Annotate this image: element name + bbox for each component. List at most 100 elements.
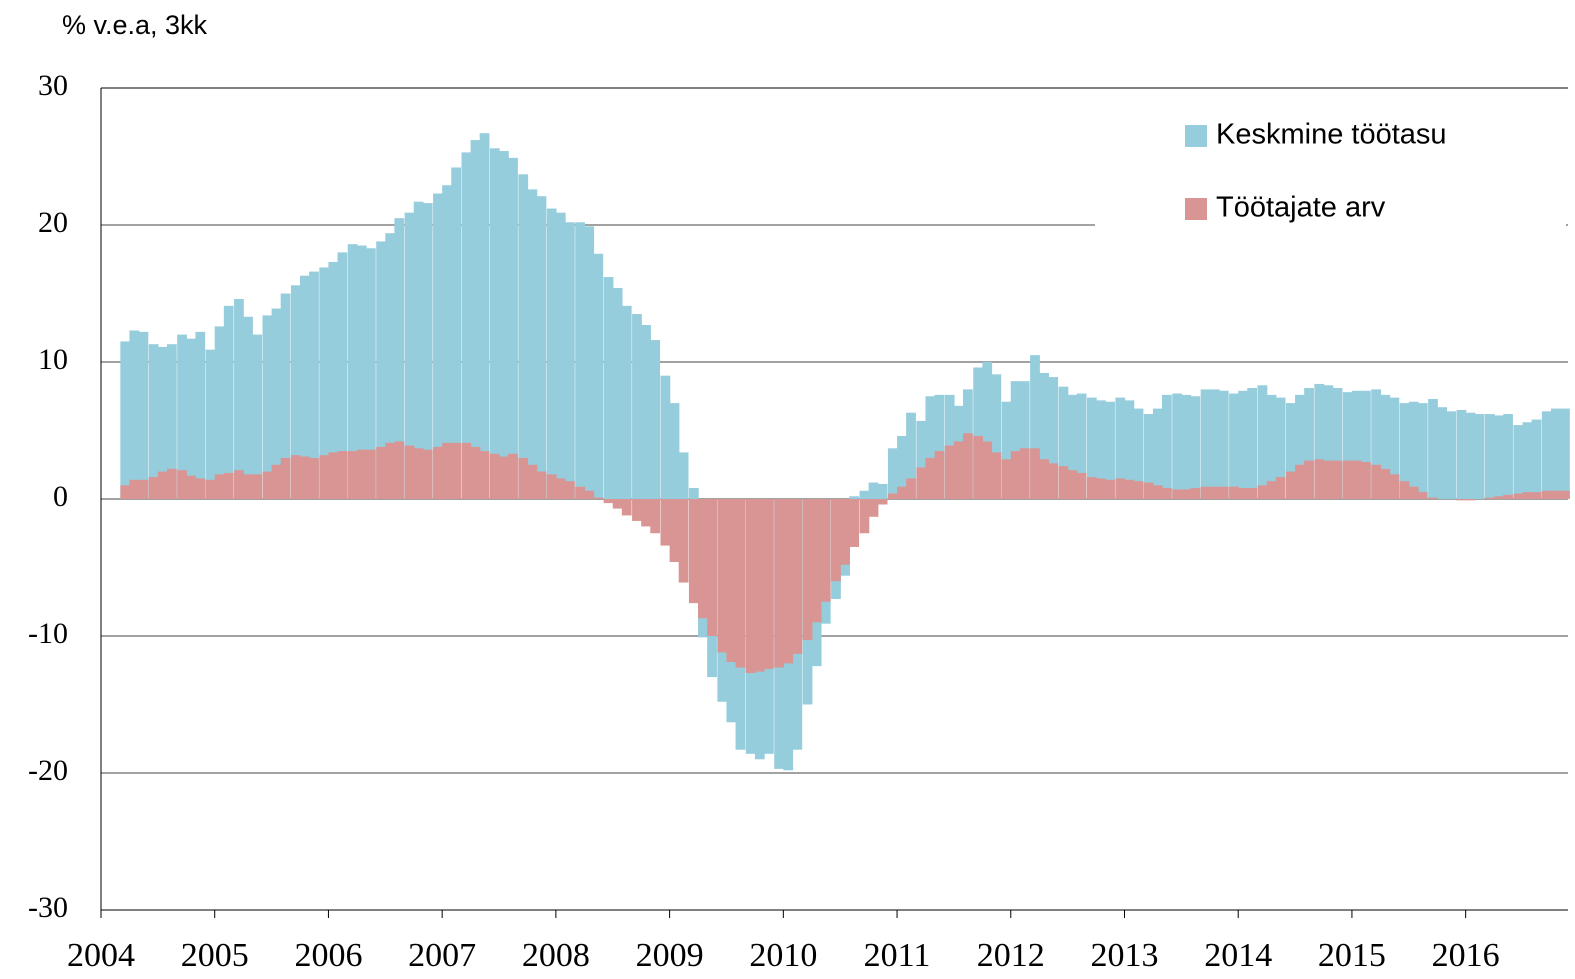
bar: [1067, 470, 1078, 499]
bar: [1474, 414, 1485, 499]
x-tick-label: 2007: [408, 937, 476, 974]
bar: [612, 288, 623, 499]
bar: [1162, 488, 1172, 499]
bar: [1503, 414, 1513, 499]
bar: [166, 344, 177, 499]
bar: [792, 499, 803, 654]
bar: [1314, 459, 1325, 499]
bar: [678, 499, 689, 583]
bar: [394, 441, 405, 499]
bar: [328, 261, 339, 499]
bar: [508, 453, 518, 499]
bar: [1332, 460, 1343, 499]
x-tick-label: 2016: [1432, 937, 1500, 974]
bar: [347, 244, 358, 499]
bar: [1181, 394, 1192, 499]
bar: [536, 471, 547, 499]
legend-label: Keskmine töötasu: [1216, 119, 1447, 151]
bar: [1058, 386, 1069, 499]
bar: [1428, 497, 1438, 499]
bar: [1361, 390, 1371, 499]
bar: [1209, 389, 1220, 499]
bar: [849, 496, 860, 499]
legend-swatch: [1185, 125, 1207, 147]
bar: [1437, 407, 1447, 499]
bar: [612, 499, 623, 509]
bar: [1522, 492, 1533, 499]
bar: [1229, 393, 1239, 499]
bar: [271, 464, 282, 499]
bar: [1209, 486, 1220, 499]
bar: [243, 316, 253, 499]
bar: [1531, 419, 1542, 499]
bar: [1351, 460, 1362, 499]
bar: [1124, 400, 1135, 499]
bar: [603, 277, 614, 499]
bar: [1247, 488, 1258, 499]
bar: [1304, 460, 1314, 499]
x-tick-label: 2015: [1318, 937, 1386, 974]
bar: [688, 499, 699, 604]
bar: [1456, 409, 1467, 499]
bar: [868, 499, 879, 517]
bar: [1039, 459, 1049, 499]
bar: [1190, 396, 1201, 499]
bar: [479, 451, 490, 499]
bar: [774, 499, 785, 668]
bar: [157, 471, 168, 499]
bar: [1484, 497, 1495, 499]
y-tick-label: 10: [38, 343, 68, 376]
bar: [1332, 388, 1343, 499]
bar: [262, 315, 273, 499]
bar: [1030, 355, 1040, 499]
bar: [309, 457, 319, 499]
bar: [347, 451, 358, 499]
bar: [177, 470, 187, 499]
bar: [717, 499, 728, 653]
bar: [148, 344, 159, 499]
bar: [337, 451, 348, 499]
bar: [1380, 468, 1391, 499]
bar: [1096, 478, 1106, 499]
bar: [223, 305, 234, 499]
bar: [195, 478, 206, 499]
bar: [887, 493, 898, 499]
bar: [1190, 488, 1201, 499]
bar: [337, 252, 348, 499]
bar: [632, 499, 642, 521]
bar: [138, 331, 149, 499]
bar: [186, 338, 197, 499]
bar: [271, 308, 282, 499]
bar: [166, 468, 177, 499]
bar: [916, 420, 927, 499]
bar: [641, 499, 651, 527]
bar: [1484, 414, 1495, 499]
bar: [1550, 408, 1561, 499]
bar: [1086, 397, 1097, 499]
bar: [186, 475, 197, 499]
bar: [593, 497, 604, 499]
bar: [252, 334, 263, 499]
x-tick-label: 2013: [1090, 937, 1158, 974]
bar: [1076, 393, 1087, 499]
bar: [527, 189, 538, 499]
bar: [982, 362, 993, 499]
bar: [1428, 398, 1438, 499]
bar: [1342, 460, 1353, 499]
bar: [536, 196, 547, 500]
bar: [290, 455, 301, 499]
bar: [470, 446, 481, 499]
bar: [1019, 448, 1030, 499]
legend-background: [1095, 100, 1566, 240]
bar: [252, 474, 263, 499]
y-tick-label: -10: [28, 617, 68, 650]
bar: [442, 185, 452, 499]
bar: [1143, 482, 1154, 499]
bar: [518, 174, 529, 499]
bar: [527, 464, 538, 499]
bar: [1124, 479, 1135, 499]
bar: [1389, 474, 1400, 499]
bar: [1238, 390, 1248, 499]
bar: [603, 499, 614, 504]
bar: [470, 140, 481, 499]
